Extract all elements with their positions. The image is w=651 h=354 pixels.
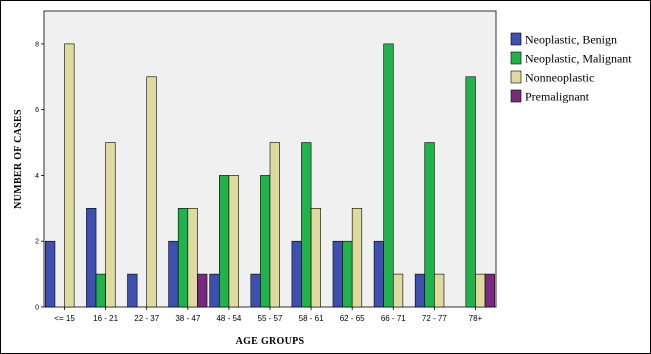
bar (424, 142, 435, 308)
bar (197, 273, 208, 308)
bar (301, 142, 312, 308)
bar (260, 175, 271, 308)
x-tick-label: 72 - 77 (422, 314, 447, 323)
legend: Neoplastic, Benign Neoplastic, Malignant N… (510, 32, 632, 104)
legend-label: Nonneoplastic (525, 71, 594, 85)
legend-swatch (510, 70, 522, 84)
bar (95, 273, 106, 308)
bars-group (45, 43, 495, 308)
bar (434, 273, 445, 308)
bar (146, 76, 157, 308)
bar (168, 240, 179, 308)
x-tick-label: 62 - 65 (340, 314, 365, 323)
x-tick-label: 58 - 61 (299, 314, 324, 323)
bar (291, 240, 302, 308)
bar (45, 240, 56, 308)
legend-swatch (510, 51, 522, 65)
bar (332, 240, 343, 308)
bar (228, 175, 239, 308)
bar (219, 175, 230, 308)
bar (269, 142, 280, 308)
x-axis-ticks: <= 15 16 - 21 22 - 37 38 - 47 48 - 54 55 - 57… (54, 307, 483, 323)
x-tick-label: 38 - 47 (175, 314, 200, 323)
x-tick-label: 55 - 57 (258, 314, 283, 323)
bar (86, 208, 97, 308)
legend-label: Neoplastic, Malignant (525, 52, 632, 66)
x-tick-label: <= 15 (54, 314, 75, 323)
bar (177, 208, 189, 308)
bar (351, 208, 363, 308)
legend-label: Premalignant (525, 90, 590, 104)
bar (209, 273, 220, 308)
y-tick-label: 4 (35, 173, 39, 180)
bar (373, 240, 384, 308)
bar (250, 273, 261, 308)
bar (484, 273, 495, 308)
bar (310, 208, 321, 308)
bar (383, 43, 394, 308)
bar (414, 273, 426, 308)
legend-swatch (510, 89, 522, 103)
bar (475, 273, 486, 308)
x-tick-label: 16 - 21 (93, 314, 118, 323)
bar (105, 142, 116, 308)
bar (127, 273, 138, 308)
x-tick-label: 66 - 71 (381, 314, 406, 323)
x-axis-label: AGE GROUPS (236, 336, 305, 347)
legend-label: Neoplastic, Benign (525, 33, 617, 47)
y-axis-label: NUMBER OF CASES (13, 109, 24, 209)
x-tick-label: 78+ (469, 314, 483, 323)
bar (342, 240, 353, 308)
legend-swatch (510, 32, 522, 46)
bar (465, 76, 476, 308)
y-axis-ticks: 0 2 4 6 8 (35, 41, 44, 312)
bar (64, 43, 75, 308)
y-tick-label: 8 (35, 41, 39, 48)
y-tick-label: 6 (35, 107, 39, 114)
x-tick-label: 48 - 54 (216, 314, 241, 323)
x-tick-label: 22 - 37 (134, 314, 159, 323)
y-tick-label: 0 (35, 305, 39, 312)
bar (392, 273, 404, 308)
y-tick-label: 2 (35, 239, 39, 246)
bar (187, 208, 198, 308)
